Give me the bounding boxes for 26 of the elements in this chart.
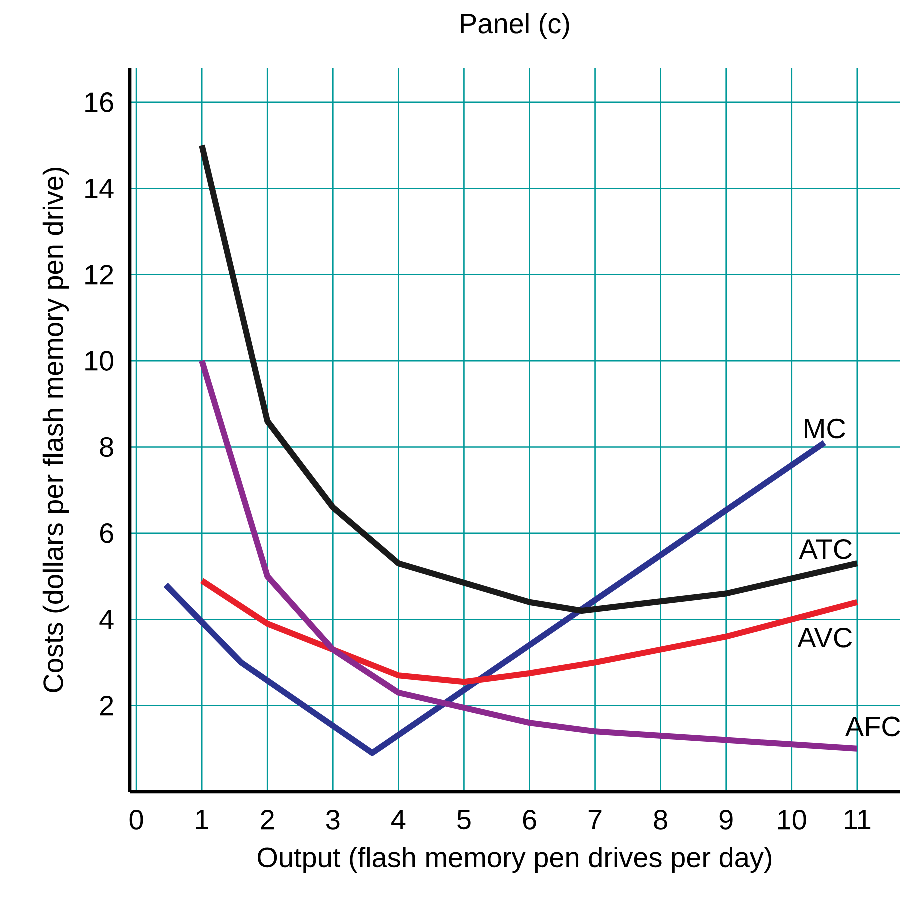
series-label: MC: [805, 418, 846, 439]
y-tick-label: 8: [100, 437, 114, 458]
x-tick-label: 1: [196, 810, 208, 830]
y-axis-title: Costs (dollars per flash memory pen drive): [42, 168, 69, 692]
y-tick-label: 4: [100, 610, 114, 630]
x-tick-label: 10: [778, 810, 806, 830]
y-tick-label: 6: [100, 524, 114, 544]
x-tick-label: 9: [720, 810, 733, 830]
x-tick-label: 6: [523, 810, 536, 830]
y-tick-label: 10: [86, 351, 114, 371]
x-tick-label: 4: [392, 810, 406, 830]
x-tick-label: 5: [458, 810, 471, 830]
x-tick-label: 2: [261, 810, 274, 830]
x-axis-title: Output (flash memory pen drives per day): [258, 847, 772, 874]
x-tick-label: 7: [588, 810, 602, 830]
series-label: ATC: [799, 540, 852, 560]
y-tick-label: 14: [86, 179, 114, 198]
chart-title: Panel (c): [461, 13, 570, 40]
y-tick-label: 2: [100, 696, 114, 716]
x-tick-label: 11: [845, 810, 871, 830]
x-tick-label: 3: [326, 810, 340, 830]
y-tick-label: 12: [86, 265, 114, 285]
x-tick-label: 8: [654, 810, 668, 830]
x-tick-label: 0: [130, 810, 144, 830]
y-tick-label: 16: [86, 92, 114, 112]
series-label: AVC: [798, 628, 852, 648]
